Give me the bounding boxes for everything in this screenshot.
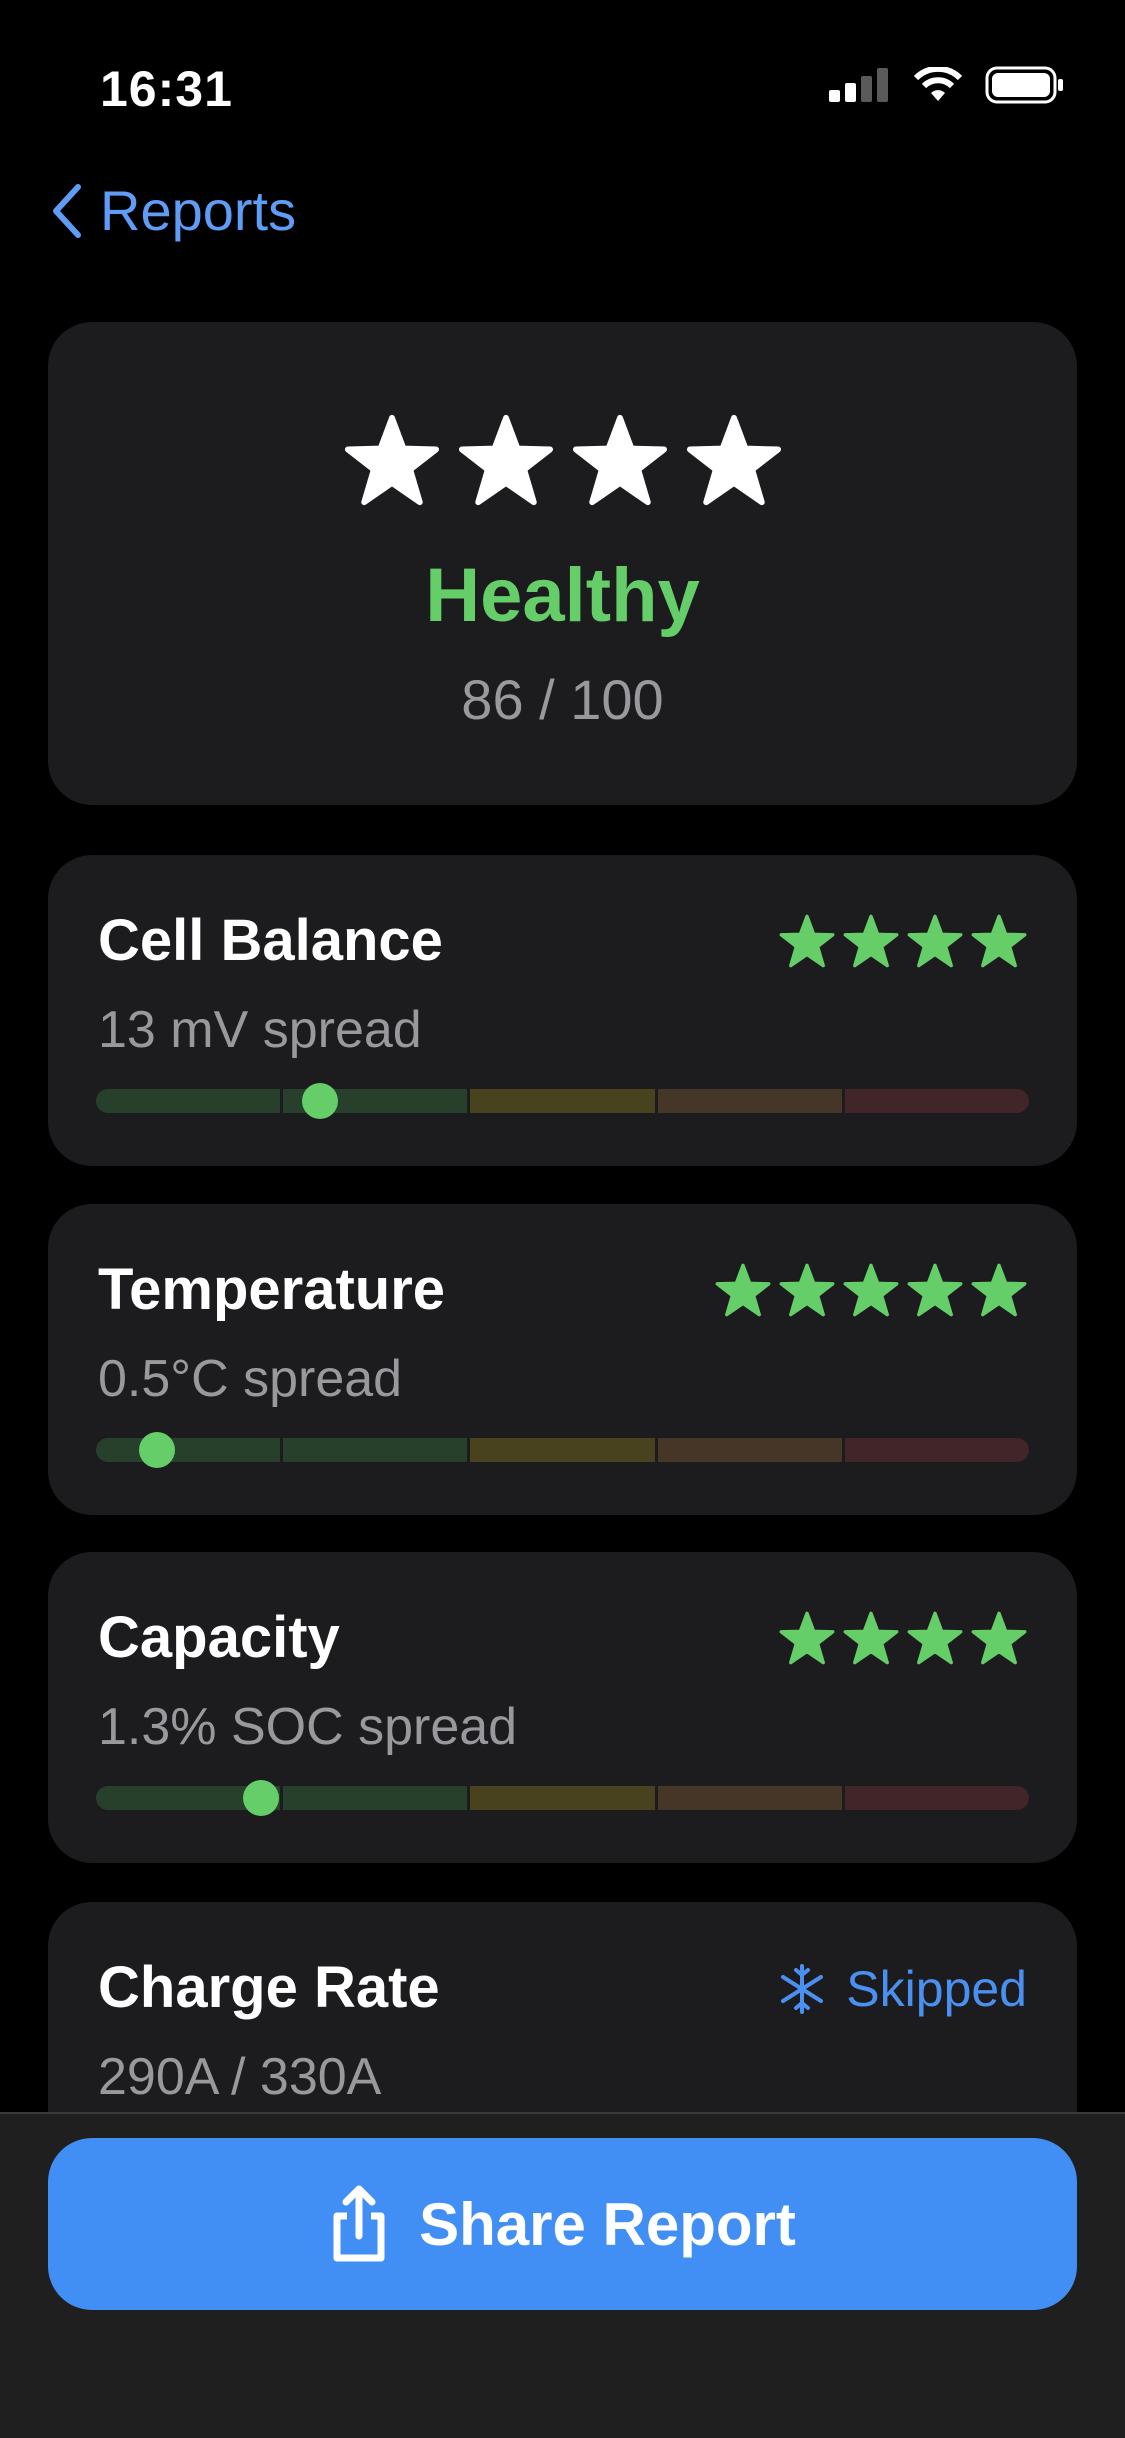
chevron-left-icon bbox=[53, 183, 81, 238]
star-icon bbox=[715, 1263, 771, 1317]
metric-card: Temperature 0.5°C spread bbox=[48, 1204, 1077, 1515]
star-icon bbox=[843, 1263, 899, 1317]
metric-value: 0.5°C spread bbox=[98, 1350, 403, 1408]
star-icon bbox=[971, 914, 1027, 968]
metric-indicator bbox=[138, 1432, 175, 1468]
snowflake-icon bbox=[781, 1964, 824, 2014]
metric-card: Cell Balance 13 mV spread bbox=[48, 855, 1077, 1166]
health-status: Healthy bbox=[425, 553, 700, 638]
signal-icon bbox=[829, 68, 888, 102]
scale-segment bbox=[96, 1438, 281, 1462]
scale-segment bbox=[844, 1786, 1029, 1810]
metric-title: Capacity bbox=[98, 1605, 340, 1670]
star-icon bbox=[686, 414, 781, 506]
health-score: 86 / 100 bbox=[461, 668, 664, 731]
metric-scale-bar bbox=[96, 1438, 1029, 1462]
metric-value: 13 mV spread bbox=[98, 1001, 422, 1059]
wifi-icon bbox=[913, 67, 963, 101]
star-icon bbox=[458, 414, 553, 506]
metric-indicator bbox=[301, 1083, 338, 1119]
metric-rating bbox=[779, 913, 1027, 969]
summary-rating bbox=[48, 412, 1077, 508]
metric-rating bbox=[715, 1262, 1027, 1318]
metric-value: 1.3% SOC spread bbox=[98, 1698, 518, 1756]
status-icons bbox=[829, 66, 1065, 104]
star-icon bbox=[779, 1611, 835, 1665]
share-label: Share Report bbox=[419, 2190, 796, 2258]
skipped-label: Skipped bbox=[846, 1961, 1027, 2017]
scale-segment bbox=[470, 1438, 655, 1462]
star-icon bbox=[971, 1263, 1027, 1317]
scale-segment bbox=[470, 1089, 655, 1113]
scale-segment bbox=[657, 1089, 842, 1113]
star-icon bbox=[907, 1611, 963, 1665]
star-icon bbox=[907, 1263, 963, 1317]
star-icon bbox=[779, 1263, 835, 1317]
back-label: Reports bbox=[100, 179, 297, 242]
skipped-badge: Skipped bbox=[780, 1960, 1027, 2018]
scale-segment bbox=[844, 1089, 1029, 1113]
metric-scale-bar bbox=[96, 1786, 1029, 1810]
bottom-bar: Share Report bbox=[0, 2112, 1125, 2438]
metric-title: Cell Balance bbox=[98, 908, 443, 973]
star-icon bbox=[572, 414, 667, 506]
scale-segment bbox=[283, 1786, 468, 1810]
scale-segment bbox=[657, 1786, 842, 1810]
back-button[interactable]: Reports bbox=[50, 178, 296, 243]
metric-title: Temperature bbox=[98, 1257, 446, 1322]
share-report-button[interactable]: Share Report bbox=[48, 2138, 1077, 2310]
scale-segment bbox=[657, 1438, 842, 1462]
metric-value: 290A / 330A bbox=[98, 2048, 382, 2106]
metric-rating bbox=[779, 1610, 1027, 1666]
metric-card: Capacity 1.3% SOC spread bbox=[48, 1552, 1077, 1863]
metric-indicator bbox=[243, 1780, 280, 1816]
star-icon bbox=[971, 1611, 1027, 1665]
share-icon bbox=[333, 2185, 385, 2262]
status-time: 16:31 bbox=[100, 61, 233, 117]
metric-title: Charge Rate bbox=[98, 1955, 440, 2020]
star-icon bbox=[843, 1611, 899, 1665]
summary-card: Healthy 86 / 100 bbox=[48, 322, 1077, 805]
star-icon bbox=[907, 914, 963, 968]
star-icon bbox=[344, 414, 439, 506]
scale-segment bbox=[96, 1089, 281, 1113]
scale-segment bbox=[470, 1786, 655, 1810]
metric-scale-bar bbox=[96, 1089, 1029, 1113]
scale-segment bbox=[844, 1438, 1029, 1462]
scale-segment bbox=[283, 1438, 468, 1462]
star-icon bbox=[843, 914, 899, 968]
battery-icon bbox=[985, 66, 1063, 104]
star-icon bbox=[779, 914, 835, 968]
